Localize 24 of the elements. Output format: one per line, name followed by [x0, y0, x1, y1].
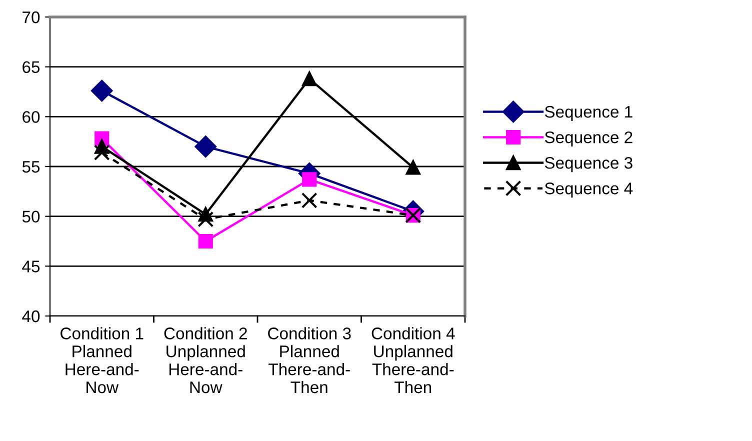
x-tick-label: Condition 2 Unplanned Here-and- Now — [164, 327, 247, 394]
point — [94, 144, 110, 161]
point — [194, 136, 216, 158]
y-tick-label: 45 — [22, 260, 40, 272]
x-tick-label: Condition 4 Unplanned There-and- Then — [372, 327, 455, 394]
y-tick-label: 40 — [22, 310, 40, 322]
y-tick-label: 60 — [22, 111, 40, 123]
point — [301, 192, 318, 208]
point — [198, 211, 214, 228]
legend-label: Sequence 2 — [544, 131, 632, 147]
y-tick-label: 50 — [22, 210, 40, 223]
point — [406, 160, 420, 175]
point — [302, 172, 317, 187]
point — [198, 234, 213, 249]
legend-label: Sequence 4 — [544, 182, 633, 198]
x-tick-label: Condition 3 Planned There-and- Then — [268, 327, 351, 394]
legend-label: Sequence 3 — [544, 156, 632, 172]
y-tick-label: 70 — [22, 11, 40, 24]
legend-label: Sequence 1 — [544, 106, 632, 122]
y-tick-label: 55 — [22, 161, 40, 173]
point — [91, 80, 113, 102]
y-tick-label: 65 — [22, 61, 40, 74]
x-tick-label: Condition 1 Planned Here-and- Now — [60, 327, 144, 394]
point — [302, 72, 317, 86]
